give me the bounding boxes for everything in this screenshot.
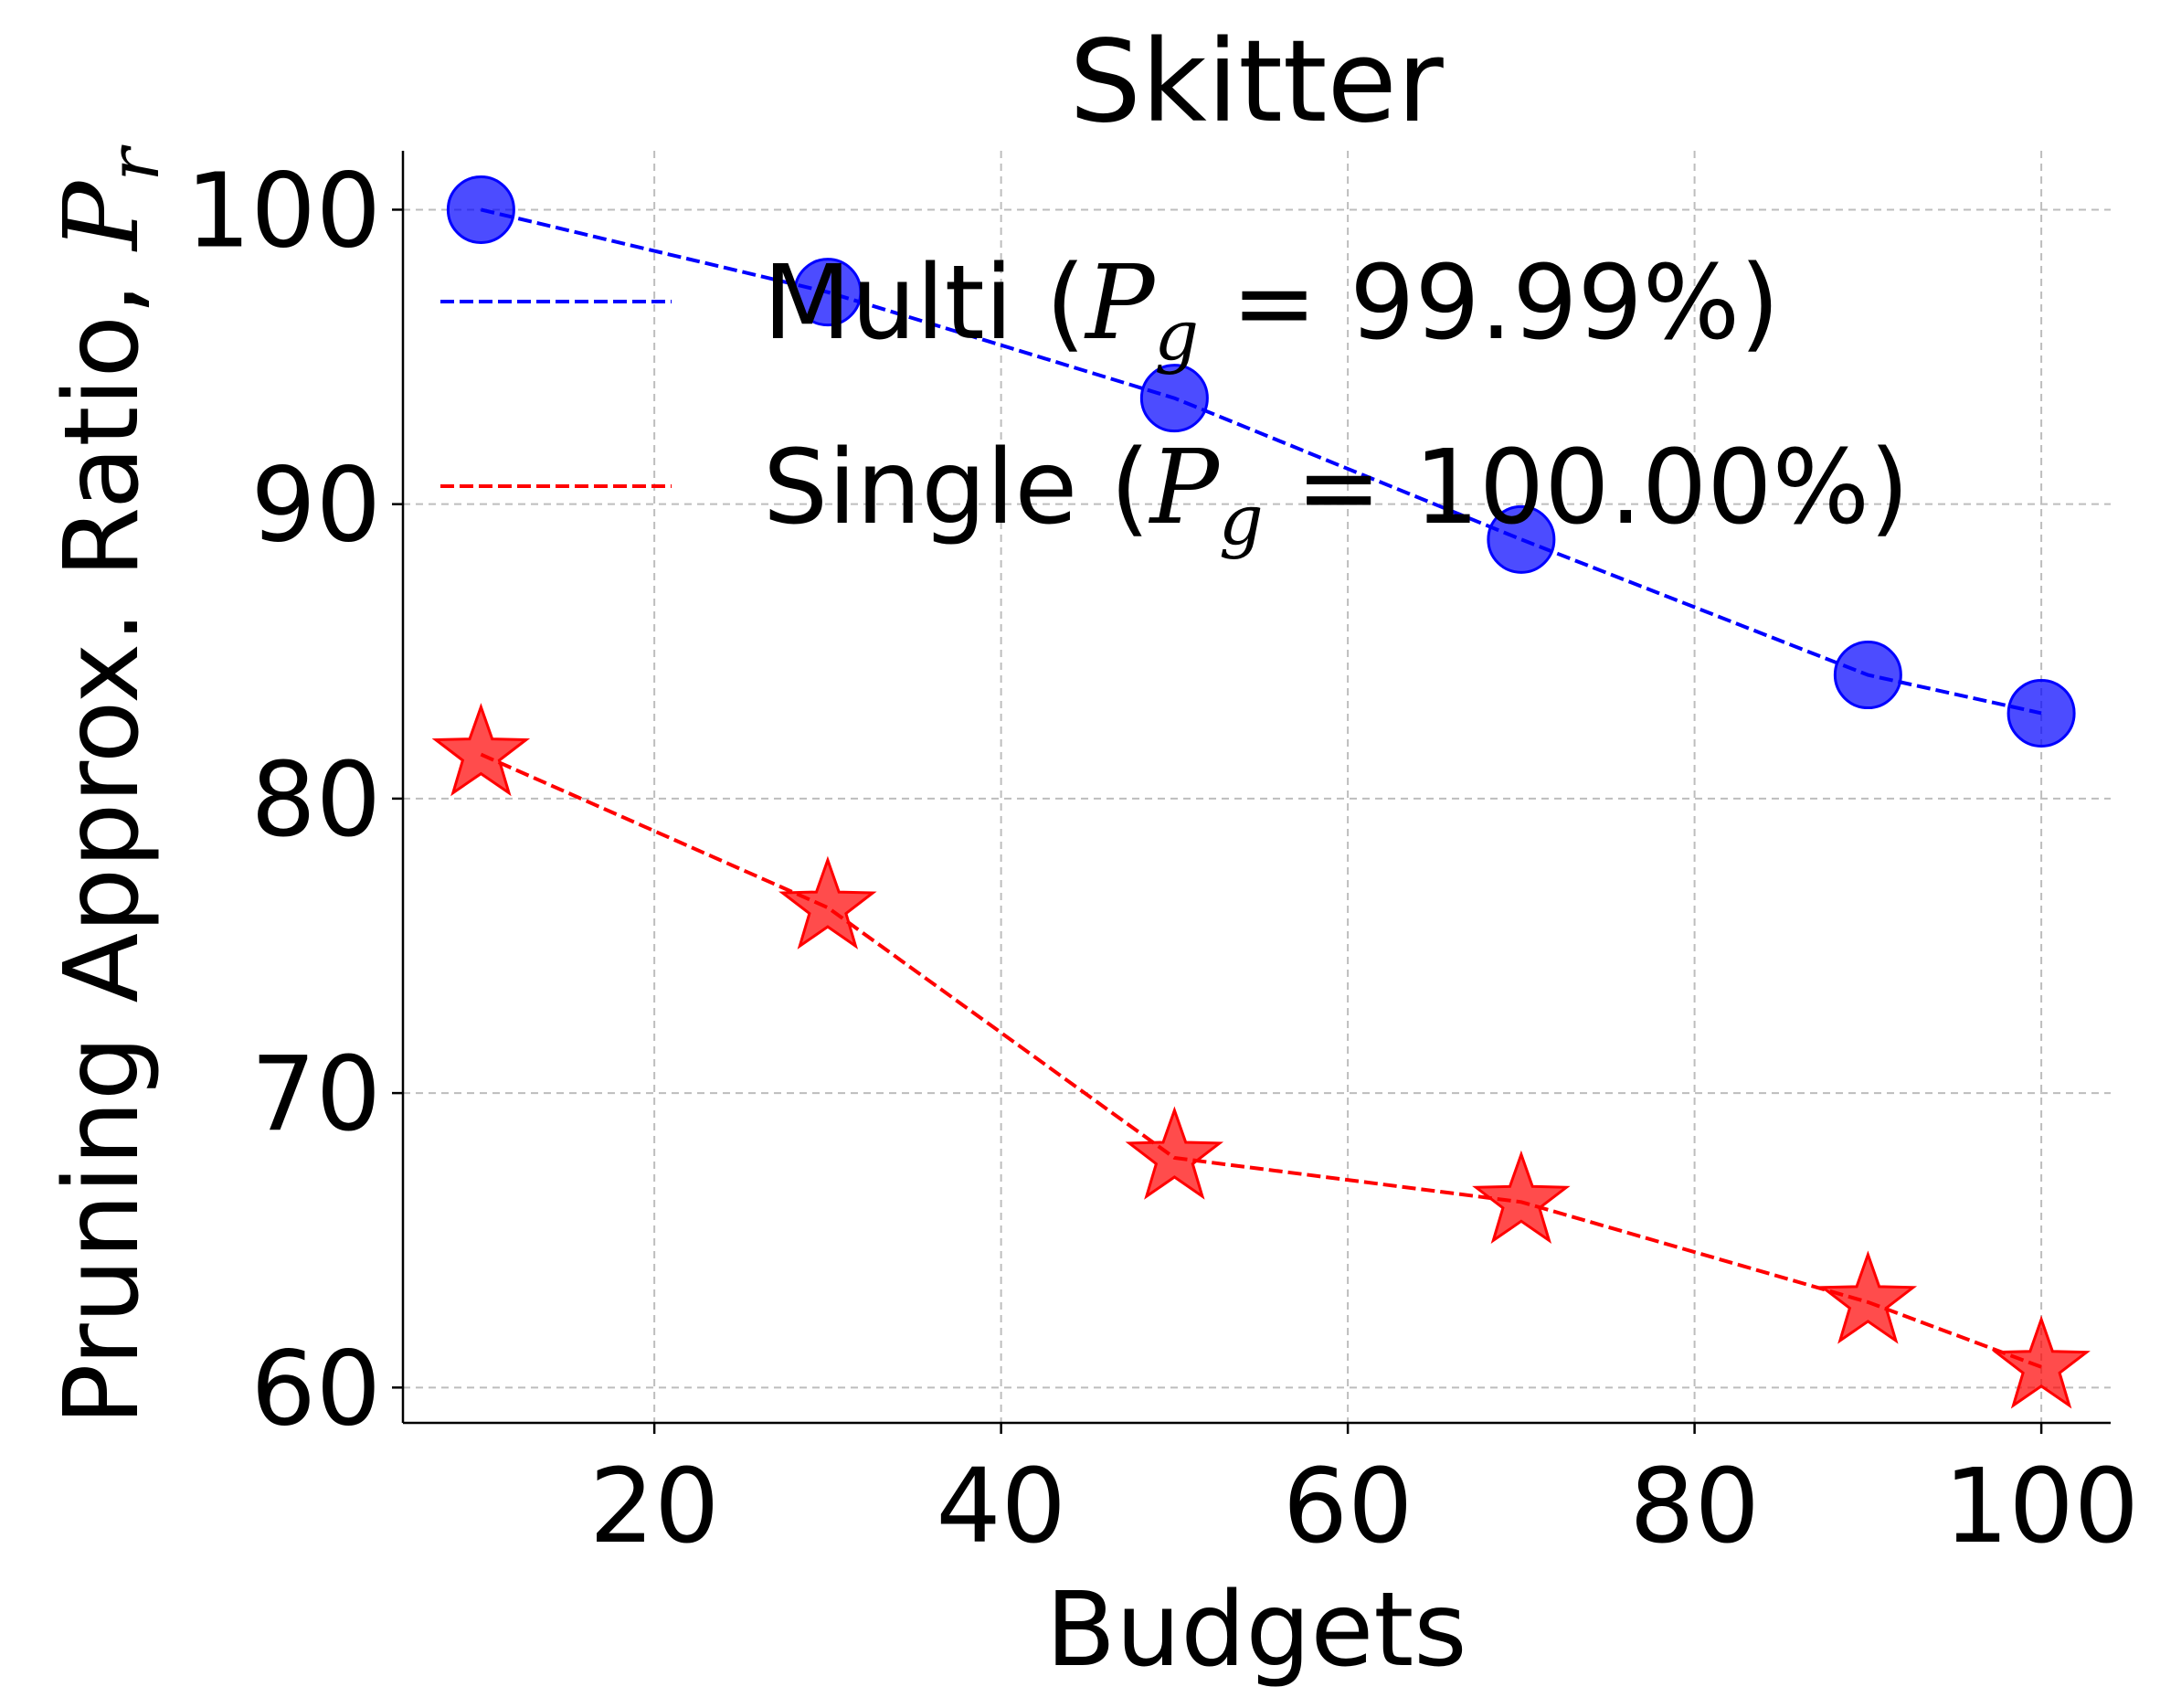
y-ticks: 60 70 80 90 100: [185, 152, 403, 1448]
legend: Multi (Pg = 99.99%) Single (Pg = 100.00%…: [440, 244, 1910, 560]
legend-single-subscript: g: [1219, 479, 1264, 560]
series-layer: [431, 175, 2091, 1409]
legend-single-value: = 100.00%): [1264, 429, 1910, 547]
legend-multi-value: = 99.99%): [1199, 244, 1780, 363]
data-point-multi: [1487, 504, 1556, 574]
chart-title: Skitter: [1069, 16, 1443, 148]
y-tick-label: 100: [185, 152, 381, 271]
data-point-multi: [2006, 678, 2076, 748]
x-tick-label: 60: [1283, 1448, 1414, 1566]
y-axis-label-text: Pruning Approx. Ratio,: [43, 250, 162, 1426]
legend-single-symbol: P: [1149, 429, 1221, 547]
y-tick-label: 60: [250, 1330, 381, 1448]
legend-entry-multi: Multi (Pg = 99.99%): [763, 244, 1780, 376]
y-tick-label: 90: [250, 447, 381, 566]
y-axis-label: Pruning Approx. Ratio, Pr: [43, 143, 175, 1425]
x-tick-label: 20: [589, 1448, 720, 1566]
legend-multi-symbol: P: [1084, 244, 1156, 363]
data-point-single: [1472, 1150, 1571, 1245]
series-line-single: [480, 752, 2042, 1369]
y-tick-label: 80: [250, 741, 381, 860]
legend-multi-prefix: Multi (: [763, 244, 1085, 363]
data-point-multi: [446, 175, 515, 244]
axes: [401, 151, 2111, 1425]
data-point-single: [1818, 1250, 1918, 1344]
legend-single-prefix: Single (: [763, 429, 1150, 547]
grid: [403, 151, 2111, 1423]
legend-multi-subscript: g: [1154, 294, 1199, 376]
y-axis-label-subscript: r: [93, 143, 175, 181]
data-point-single: [1125, 1106, 1224, 1200]
series-line-multi: [480, 207, 2042, 716]
data-point-single: [778, 855, 877, 949]
x-tick-label: 100: [1943, 1448, 2139, 1566]
data-point-single: [431, 703, 531, 797]
x-axis-label: Budgets: [1045, 1571, 1466, 1690]
series-multi: [446, 175, 2076, 748]
x-ticks: 20 40 60 80 100: [589, 1423, 2139, 1566]
x-tick-label: 80: [1629, 1448, 1760, 1566]
legend-entry-single: Single (Pg = 100.00%): [763, 429, 1910, 560]
x-tick-label: 40: [936, 1448, 1066, 1566]
series-single: [431, 703, 2091, 1409]
data-point-single: [1992, 1315, 2091, 1409]
y-axis-label-symbol: P: [43, 180, 162, 252]
y-tick-label: 70: [250, 1035, 381, 1154]
